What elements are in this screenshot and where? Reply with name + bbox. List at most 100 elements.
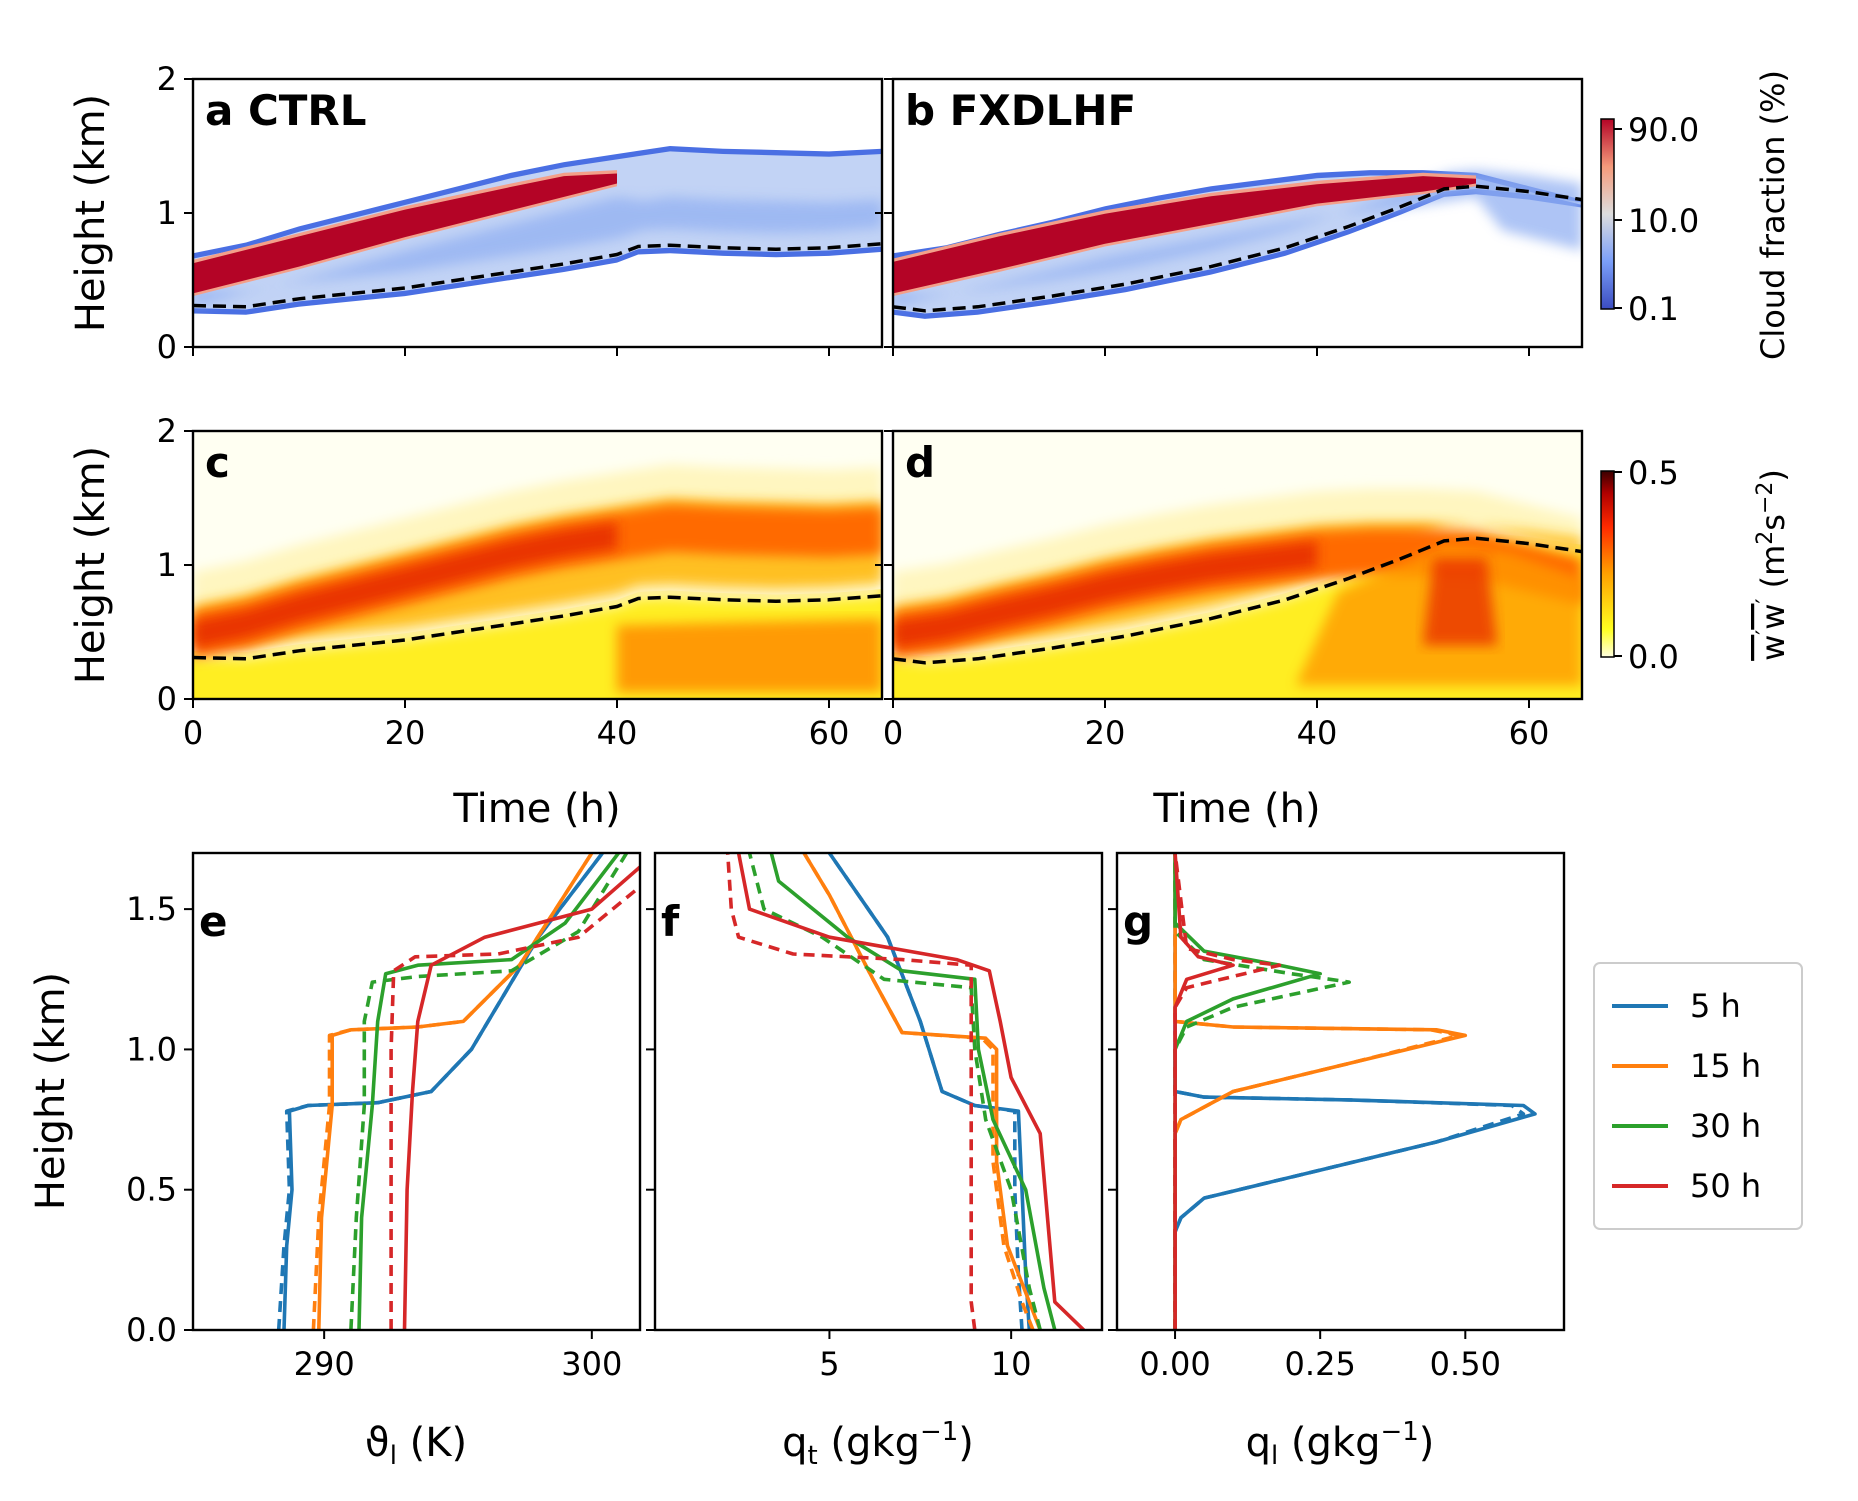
xlabel-g-unit: (gkg — [1278, 1420, 1380, 1466]
profile-line-30h-dashed — [1173, 853, 1351, 1330]
cloud-fraction-mid — [193, 196, 882, 307]
cloud-fraction-field-a — [193, 146, 882, 315]
panel-b: b FXDLHF — [891, 77, 1584, 349]
ylabel-top: Height (km) — [68, 94, 114, 332]
colorbar-w-label-w2: w — [1754, 604, 1792, 630]
panel-label-c: c — [205, 438, 230, 487]
wvar-subcloud-strong — [617, 618, 882, 693]
y-tick-label: 1 — [157, 194, 177, 232]
colorbar-cf-tick-label: 90.0 — [1628, 111, 1699, 149]
y-tick-label: 1 — [157, 546, 177, 584]
xlabel-f-sub: t — [807, 1441, 817, 1471]
axes-frame-g — [1115, 851, 1566, 1332]
cloud-fraction-core — [893, 176, 1476, 294]
profile-line-5h — [827, 853, 1032, 1330]
xlabel-e-sub: l — [390, 1441, 397, 1471]
xlabel-f-sup: −1 — [920, 1417, 958, 1447]
cloud-fraction-field-b — [893, 170, 1582, 319]
x-tick-label: 20 — [1085, 714, 1126, 752]
wvar-top-band — [193, 504, 882, 659]
legend-label: 5 h — [1690, 987, 1741, 1025]
y-tick-label: 0 — [157, 680, 177, 718]
profile-line-5h-dashed — [827, 853, 1024, 1330]
colorbar-w-bar — [1600, 470, 1615, 658]
xlabel-g-main: q — [1246, 1420, 1271, 1466]
panel-f: f — [653, 851, 1104, 1332]
xlabel-e: ϑl (K) — [365, 1420, 467, 1471]
x-tick-label: 0 — [883, 714, 903, 752]
x-tick-label: 300 — [561, 1345, 622, 1383]
profiles-g — [1173, 853, 1537, 1330]
xlabel-f-close: ) — [958, 1420, 974, 1466]
xlabel-f-unit: (gkg — [818, 1420, 920, 1466]
x-tick-label: 0.00 — [1139, 1345, 1210, 1383]
xlabel-f: qt (gkg−1) — [782, 1417, 974, 1471]
panel-label-e: e — [199, 897, 228, 946]
profile-line-15h-dashed — [802, 853, 1035, 1330]
cloud-fraction-low — [893, 175, 1582, 314]
x-tick-label: 10 — [991, 1345, 1032, 1383]
wvar-top-core — [893, 540, 1317, 649]
colorbar-w-label-prime1: ′ — [1753, 630, 1778, 635]
profiles-e — [276, 853, 640, 1330]
ylabel-bottom: Height (km) — [28, 972, 74, 1210]
profile-line-5h-dashed — [276, 853, 604, 1330]
panel-label-d: d — [905, 438, 935, 487]
panel-c: c — [191, 429, 884, 701]
cloud-base-line — [193, 594, 882, 661]
wvar-field-c — [193, 431, 882, 699]
y-tick-label: 0 — [157, 328, 177, 366]
colorbar-cf-tick-label: 10.0 — [1628, 202, 1699, 240]
y-tick-label: 2 — [157, 412, 177, 450]
y-tick-label: 1.5 — [126, 890, 177, 928]
colorbar-cf-bar — [1600, 118, 1615, 310]
cloud-base-line — [893, 536, 1582, 665]
xlabel-g-close: ) — [1419, 1420, 1435, 1466]
profile-line-30h — [769, 853, 1057, 1330]
panel-label-f: f — [661, 897, 680, 946]
colorbar-w-label: w′w′ (m2s−2) — [1753, 469, 1792, 661]
xlabel-c: Time (h) — [452, 786, 620, 832]
profile-line-50h-dashed — [725, 853, 977, 1330]
xlabel-d: Time (h) — [1152, 786, 1320, 832]
profiles-f — [725, 853, 1086, 1330]
panel-a: a CTRL — [191, 77, 884, 349]
xlabel-g: ql (gkg−1) — [1246, 1417, 1435, 1471]
profile-line-5h-dashed — [1173, 853, 1526, 1330]
xlabel-e-main: ϑ — [365, 1420, 390, 1466]
axes-frame-e — [191, 851, 642, 1332]
profile-line-50h-dashed — [389, 885, 640, 1330]
wvar-field-d — [893, 431, 1582, 699]
cloud-fraction-core — [193, 173, 617, 294]
colorbar-wvar: 0.5 0.0 w′w′ (m2s−2) — [1600, 454, 1792, 676]
x-tick-label: 0.25 — [1285, 1345, 1356, 1383]
xlabel-g-sub: l — [1271, 1441, 1278, 1471]
panel-d: d — [891, 429, 1584, 701]
profile-line-30h-dashed — [349, 853, 629, 1330]
cloud-base-line — [193, 242, 882, 309]
legend-label: 15 h — [1690, 1047, 1761, 1085]
y-tick-label: 1.0 — [126, 1030, 177, 1068]
colorbar-w-tick-label: 0.0 — [1628, 638, 1679, 676]
colorbar-w-tick-label: 0.5 — [1628, 454, 1679, 492]
xlabel-f-main: q — [782, 1420, 807, 1466]
x-tick-label: 60 — [1509, 714, 1550, 752]
x-tick-label: 0 — [183, 714, 203, 752]
legend: 5 h 15 h 30 h 50 h — [1593, 962, 1803, 1230]
profile-line-50h — [1173, 853, 1235, 1330]
colorbar-w-label-s: s — [1754, 514, 1792, 531]
colorbar-cf-tick-label: 0.1 — [1628, 290, 1679, 328]
legend-label: 30 h — [1690, 1107, 1761, 1145]
profile-line-30h — [1173, 853, 1322, 1330]
colorbar-w-label-w1: w — [1754, 635, 1792, 661]
x-tick-label: 20 — [385, 714, 426, 752]
y-tick-label: 0.0 — [126, 1311, 177, 1349]
profile-line-15h — [317, 853, 594, 1330]
panel-label-g: g — [1123, 897, 1153, 946]
y-tick-label: 0.5 — [126, 1171, 177, 1209]
x-tick-label: 290 — [294, 1345, 355, 1383]
wvar-hotspot — [1423, 558, 1498, 646]
profile-line-50h — [402, 865, 640, 1330]
x-tick-label: 5 — [819, 1345, 839, 1383]
